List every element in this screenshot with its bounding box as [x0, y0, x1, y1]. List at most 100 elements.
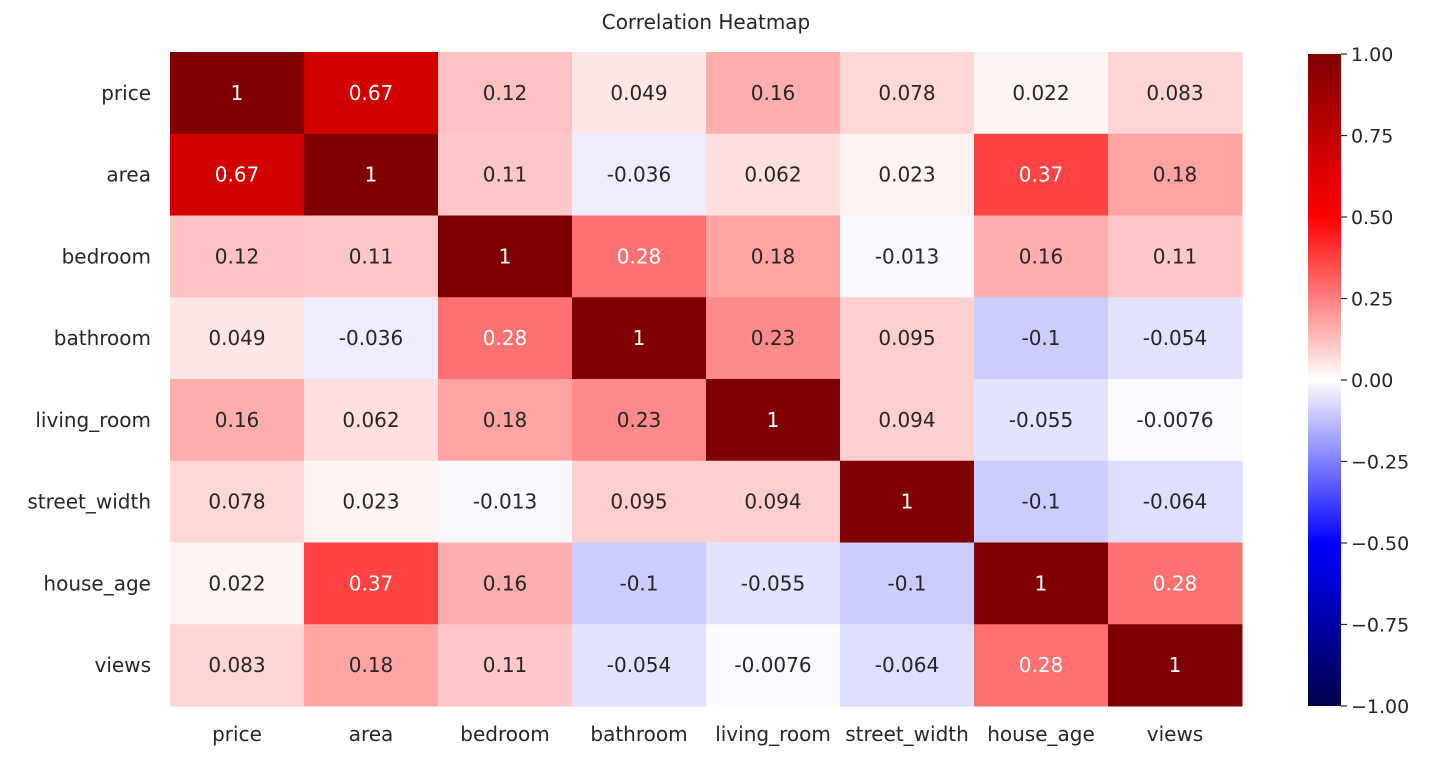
cell-annotation: 0.28: [1019, 653, 1064, 677]
cell-annotation: -0.0076: [1136, 408, 1213, 432]
cell-annotation: 0.28: [483, 326, 528, 350]
cell-annotation: 1: [633, 326, 646, 350]
heatmap-cell: [974, 379, 1109, 462]
cell-annotation: -0.054: [1143, 326, 1207, 350]
x-tick-label: bedroom: [460, 722, 549, 746]
x-tick-label: bathroom: [590, 722, 687, 746]
colorbar-tick-label: −0.75: [1351, 615, 1409, 637]
cell-annotation: -0.1: [619, 571, 658, 595]
cell-annotation: 0.062: [342, 408, 399, 432]
cell-annotation: -0.1: [887, 571, 926, 595]
heatmap-cell: [706, 542, 841, 625]
cell-annotation: 0.18: [483, 408, 528, 432]
heatmap-cell: [706, 460, 841, 543]
cell-annotation: 0.078: [208, 490, 265, 514]
x-tick-label: living_room: [715, 722, 831, 746]
cell-annotation: 0.12: [483, 81, 528, 105]
cell-annotation: -0.036: [339, 326, 403, 350]
cell-annotation: 0.18: [349, 653, 394, 677]
cell-annotation: 0.094: [878, 408, 935, 432]
heatmap-cell: [974, 624, 1109, 707]
heatmap-cell: [1108, 297, 1243, 380]
y-tick-label: price: [101, 81, 151, 105]
cell-annotation: 0.28: [617, 244, 662, 268]
heatmap-cell: [438, 297, 573, 380]
cell-annotation: 1: [499, 244, 512, 268]
heatmap-cell: [1108, 52, 1243, 135]
heatmap-cell: [974, 297, 1109, 380]
y-tick-label: house_age: [43, 571, 151, 595]
heatmap-cell: [706, 624, 841, 707]
heatmap-cell: [1108, 460, 1243, 543]
cell-annotation: 0.16: [751, 81, 796, 105]
cell-annotation: 0.11: [1153, 244, 1198, 268]
heatmap-cell: [170, 460, 305, 543]
cell-annotation: 0.12: [215, 244, 260, 268]
cell-annotation: 0.022: [1012, 81, 1069, 105]
x-tick-label: house_age: [987, 722, 1095, 746]
heatmap-cell: [572, 133, 707, 216]
cell-annotation: -0.064: [1143, 490, 1207, 514]
cell-annotation: 0.67: [349, 81, 394, 105]
cell-annotation: 0.37: [1019, 163, 1064, 187]
cell-annotation: 1: [231, 81, 244, 105]
heatmap-cell: [706, 52, 841, 135]
colorbar-tick-label: −1.00: [1351, 696, 1409, 718]
cell-annotation: 0.083: [208, 653, 265, 677]
cell-annotation: -0.054: [607, 653, 671, 677]
cell-annotation: 0.095: [610, 490, 667, 514]
y-tick-label: bedroom: [62, 244, 151, 268]
cell-annotation: -0.036: [607, 163, 671, 187]
cell-annotation: 0.11: [349, 244, 394, 268]
heatmap-cell: [170, 542, 305, 625]
cell-annotation: 0.11: [483, 653, 528, 677]
cell-annotation: -0.0076: [734, 653, 811, 677]
cell-annotation: 1: [1169, 653, 1182, 677]
colorbar-gradient: [1308, 54, 1341, 706]
heatmap-cell: [304, 215, 439, 298]
cell-annotation: 0.022: [208, 571, 265, 595]
colorbar-tick-label: 0.50: [1351, 207, 1393, 229]
colorbar-tick-label: 0.00: [1351, 370, 1393, 392]
colorbar-tick-label: −0.25: [1351, 452, 1409, 474]
heatmap-cell: [170, 52, 305, 135]
cell-annotation: 0.049: [610, 81, 667, 105]
cell-annotation: 0.11: [483, 163, 528, 187]
cell-annotation: -0.055: [1009, 408, 1073, 432]
heatmap-cell: [170, 133, 305, 216]
heatmap-cell: [304, 133, 439, 216]
heatmap-cell: [438, 624, 573, 707]
cell-annotation: 0.18: [751, 244, 796, 268]
heatmap-cell: [304, 624, 439, 707]
cell-annotation: -0.064: [875, 653, 939, 677]
heatmap-cell: [840, 624, 975, 707]
colorbar-tick-label: 0.25: [1351, 289, 1393, 311]
heatmap-cell: [840, 379, 975, 462]
heatmap-cells: [170, 52, 1243, 707]
x-axis-tick-labels: price area bedroom bathroom living_room stree…: [212, 722, 1203, 746]
heatmap-cell: [706, 133, 841, 216]
heatmap-cell: [974, 52, 1109, 135]
colorbar: 1.00 0.75 0.50 0.25 0.00 −0.25 −0.50 −0.75 −1.00: [1308, 44, 1409, 718]
x-tick-label: area: [349, 722, 394, 746]
heatmap-cell: [706, 297, 841, 380]
cell-annotation: 0.094: [744, 490, 801, 514]
heatmap-cell: [438, 52, 573, 135]
heatmap-cell: [170, 379, 305, 462]
cell-annotation: 0.23: [751, 326, 796, 350]
heatmap-cell: [974, 133, 1109, 216]
heatmap-cell: [1108, 542, 1243, 625]
heatmap-cell: [304, 297, 439, 380]
heatmap-cell: [840, 460, 975, 543]
cell-annotation: 0.049: [208, 326, 265, 350]
cell-annotation: 0.023: [878, 163, 935, 187]
heatmap-cell: [438, 379, 573, 462]
cell-annotation: 0.023: [342, 490, 399, 514]
y-tick-label: bathroom: [54, 326, 151, 350]
heatmap-cell: [438, 215, 573, 298]
cell-annotation: 1: [767, 408, 780, 432]
heatmap-cell: [170, 297, 305, 380]
cell-annotation: 0.18: [1153, 163, 1198, 187]
heatmap-cell: [1108, 624, 1243, 707]
